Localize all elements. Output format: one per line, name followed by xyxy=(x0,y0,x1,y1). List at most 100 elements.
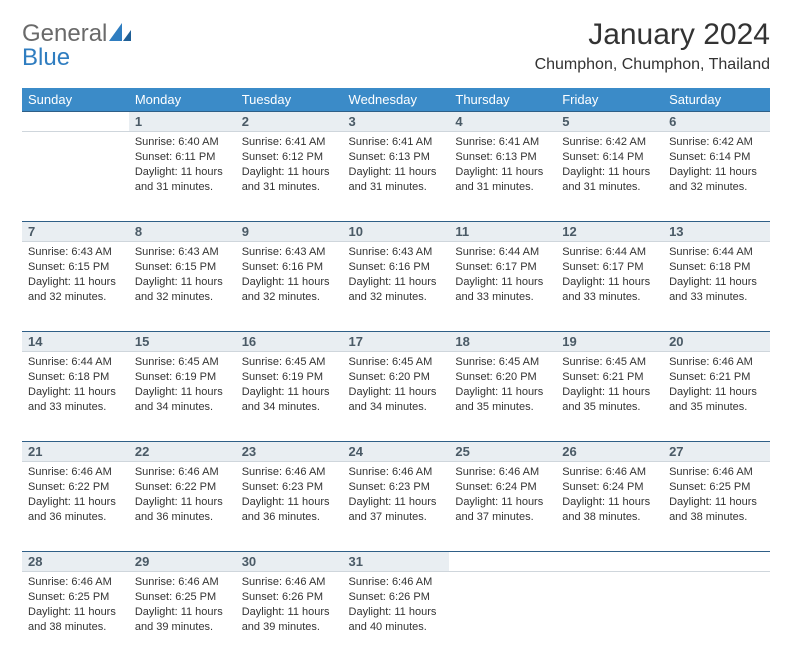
month-title: January 2024 xyxy=(535,18,770,52)
week-content-row: Sunrise: 6:40 AMSunset: 6:11 PMDaylight:… xyxy=(22,132,770,222)
day-number-cell: 11 xyxy=(449,222,556,242)
day-header: Saturday xyxy=(663,88,770,112)
day-cell: Sunrise: 6:44 AMSunset: 6:17 PMDaylight:… xyxy=(556,242,663,332)
day-number: 1 xyxy=(129,112,236,131)
day-number-cell: 5 xyxy=(556,112,663,132)
day-content: Sunrise: 6:43 AMSunset: 6:15 PMDaylight:… xyxy=(22,242,129,310)
day-number-cell: 22 xyxy=(129,442,236,462)
day-number-cell: 13 xyxy=(663,222,770,242)
day-number: 27 xyxy=(663,442,770,461)
day-number: 12 xyxy=(556,222,663,241)
logo: General Blue xyxy=(22,22,131,70)
day-number: 13 xyxy=(663,222,770,241)
day-number-cell: 23 xyxy=(236,442,343,462)
day-cell: Sunrise: 6:43 AMSunset: 6:16 PMDaylight:… xyxy=(236,242,343,332)
day-number: 9 xyxy=(236,222,343,241)
day-number-cell: 19 xyxy=(556,332,663,352)
day-cell: Sunrise: 6:41 AMSunset: 6:12 PMDaylight:… xyxy=(236,132,343,222)
day-number-cell xyxy=(22,112,129,132)
day-number: 3 xyxy=(343,112,450,131)
week-daynum-row: 14151617181920 xyxy=(22,332,770,352)
day-content: Sunrise: 6:40 AMSunset: 6:11 PMDaylight:… xyxy=(129,132,236,200)
day-content: Sunrise: 6:42 AMSunset: 6:14 PMDaylight:… xyxy=(556,132,663,200)
week-content-row: Sunrise: 6:43 AMSunset: 6:15 PMDaylight:… xyxy=(22,242,770,332)
day-number-cell: 20 xyxy=(663,332,770,352)
day-cell: Sunrise: 6:46 AMSunset: 6:24 PMDaylight:… xyxy=(556,462,663,552)
day-number-cell: 6 xyxy=(663,112,770,132)
week-daynum-row: 78910111213 xyxy=(22,222,770,242)
day-cell: Sunrise: 6:44 AMSunset: 6:18 PMDaylight:… xyxy=(663,242,770,332)
day-content: Sunrise: 6:41 AMSunset: 6:13 PMDaylight:… xyxy=(449,132,556,200)
day-number-cell: 2 xyxy=(236,112,343,132)
day-content: Sunrise: 6:46 AMSunset: 6:26 PMDaylight:… xyxy=(236,572,343,640)
day-number: 7 xyxy=(22,222,129,241)
day-number-cell: 28 xyxy=(22,552,129,572)
day-cell: Sunrise: 6:45 AMSunset: 6:19 PMDaylight:… xyxy=(129,352,236,442)
week-content-row: Sunrise: 6:44 AMSunset: 6:18 PMDaylight:… xyxy=(22,352,770,442)
day-cell xyxy=(663,572,770,662)
day-cell: Sunrise: 6:46 AMSunset: 6:21 PMDaylight:… xyxy=(663,352,770,442)
day-content: Sunrise: 6:46 AMSunset: 6:23 PMDaylight:… xyxy=(236,462,343,530)
day-number-cell: 4 xyxy=(449,112,556,132)
day-header: Thursday xyxy=(449,88,556,112)
day-number: 26 xyxy=(556,442,663,461)
day-number-cell: 24 xyxy=(343,442,450,462)
day-cell xyxy=(449,572,556,662)
day-content: Sunrise: 6:45 AMSunset: 6:19 PMDaylight:… xyxy=(129,352,236,420)
day-number: 17 xyxy=(343,332,450,351)
day-number-cell: 25 xyxy=(449,442,556,462)
day-cell: Sunrise: 6:46 AMSunset: 6:23 PMDaylight:… xyxy=(343,462,450,552)
day-cell: Sunrise: 6:40 AMSunset: 6:11 PMDaylight:… xyxy=(129,132,236,222)
day-number: 29 xyxy=(129,552,236,571)
day-content: Sunrise: 6:43 AMSunset: 6:16 PMDaylight:… xyxy=(343,242,450,310)
day-number: 24 xyxy=(343,442,450,461)
day-content: Sunrise: 6:44 AMSunset: 6:17 PMDaylight:… xyxy=(556,242,663,310)
day-number: 31 xyxy=(343,552,450,571)
day-content: Sunrise: 6:42 AMSunset: 6:14 PMDaylight:… xyxy=(663,132,770,200)
day-number-cell: 8 xyxy=(129,222,236,242)
day-cell: Sunrise: 6:46 AMSunset: 6:25 PMDaylight:… xyxy=(22,572,129,662)
day-number-cell: 10 xyxy=(343,222,450,242)
day-number: 25 xyxy=(449,442,556,461)
day-number-cell: 29 xyxy=(129,552,236,572)
day-cell: Sunrise: 6:46 AMSunset: 6:26 PMDaylight:… xyxy=(343,572,450,662)
location: Chumphon, Chumphon, Thailand xyxy=(535,56,770,74)
day-number: 11 xyxy=(449,222,556,241)
day-content: Sunrise: 6:46 AMSunset: 6:22 PMDaylight:… xyxy=(129,462,236,530)
logo-text-general: General xyxy=(22,20,107,47)
day-content: Sunrise: 6:41 AMSunset: 6:13 PMDaylight:… xyxy=(343,132,450,200)
day-number: 21 xyxy=(22,442,129,461)
day-cell: Sunrise: 6:46 AMSunset: 6:22 PMDaylight:… xyxy=(22,462,129,552)
day-number-cell: 27 xyxy=(663,442,770,462)
day-cell: Sunrise: 6:46 AMSunset: 6:23 PMDaylight:… xyxy=(236,462,343,552)
day-content: Sunrise: 6:46 AMSunset: 6:25 PMDaylight:… xyxy=(22,572,129,640)
day-cell: Sunrise: 6:45 AMSunset: 6:20 PMDaylight:… xyxy=(449,352,556,442)
day-number: 6 xyxy=(663,112,770,131)
day-number: 22 xyxy=(129,442,236,461)
day-cell: Sunrise: 6:42 AMSunset: 6:14 PMDaylight:… xyxy=(663,132,770,222)
week-content-row: Sunrise: 6:46 AMSunset: 6:22 PMDaylight:… xyxy=(22,462,770,552)
week-daynum-row: 28293031 xyxy=(22,552,770,572)
day-number: 5 xyxy=(556,112,663,131)
day-cell: Sunrise: 6:43 AMSunset: 6:15 PMDaylight:… xyxy=(129,242,236,332)
day-header: Monday xyxy=(129,88,236,112)
logo-text-blue: Blue xyxy=(22,44,70,71)
day-number: 23 xyxy=(236,442,343,461)
day-content: Sunrise: 6:46 AMSunset: 6:24 PMDaylight:… xyxy=(449,462,556,530)
day-cell: Sunrise: 6:46 AMSunset: 6:24 PMDaylight:… xyxy=(449,462,556,552)
day-number: 2 xyxy=(236,112,343,131)
day-content: Sunrise: 6:44 AMSunset: 6:18 PMDaylight:… xyxy=(663,242,770,310)
day-content: Sunrise: 6:45 AMSunset: 6:19 PMDaylight:… xyxy=(236,352,343,420)
day-number: 19 xyxy=(556,332,663,351)
week-content-row: Sunrise: 6:46 AMSunset: 6:25 PMDaylight:… xyxy=(22,572,770,662)
day-number: 14 xyxy=(22,332,129,351)
day-cell: Sunrise: 6:46 AMSunset: 6:25 PMDaylight:… xyxy=(663,462,770,552)
day-cell: Sunrise: 6:41 AMSunset: 6:13 PMDaylight:… xyxy=(449,132,556,222)
day-content: Sunrise: 6:43 AMSunset: 6:16 PMDaylight:… xyxy=(236,242,343,310)
day-number: 8 xyxy=(129,222,236,241)
day-cell: Sunrise: 6:41 AMSunset: 6:13 PMDaylight:… xyxy=(343,132,450,222)
week-daynum-row: 21222324252627 xyxy=(22,442,770,462)
day-content: Sunrise: 6:41 AMSunset: 6:12 PMDaylight:… xyxy=(236,132,343,200)
day-number-cell xyxy=(449,552,556,572)
day-number-cell: 9 xyxy=(236,222,343,242)
